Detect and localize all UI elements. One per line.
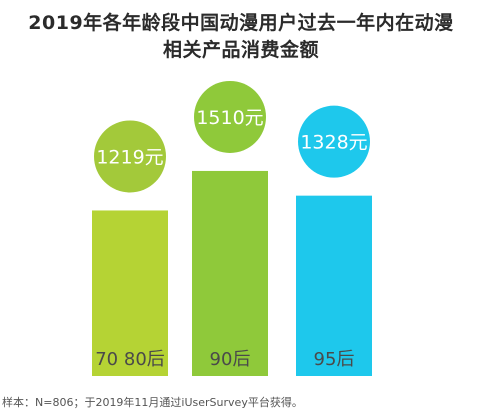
chart-title-line-2: 相关产品消费金额 — [162, 39, 319, 61]
bar-3 — [296, 195, 372, 376]
value-bubble-2 — [194, 80, 266, 153]
value-label-3: 1328元 — [300, 132, 367, 154]
category-label-1: 70 80后 — [95, 349, 165, 370]
value-bubble-1 — [94, 120, 166, 193]
sample-note: 样本：N=806；于2019年11月通过iUserSurvey平台获得。 — [2, 396, 303, 409]
category-label-3: 95后 — [314, 349, 355, 370]
bar-2 — [192, 170, 268, 376]
bar-1 — [92, 210, 168, 376]
value-bubble-3 — [298, 105, 370, 178]
value-label-1: 1219元 — [96, 146, 163, 168]
category-label-2: 90后 — [210, 349, 251, 370]
chart-title: 2019年各年龄段中国动漫用户过去一年内在动漫 相关产品消费金额 — [0, 10, 482, 64]
chart-title-line-1: 2019年各年龄段中国动漫用户过去一年内在动漫 — [28, 12, 454, 34]
value-label-2: 1510元 — [196, 107, 263, 129]
